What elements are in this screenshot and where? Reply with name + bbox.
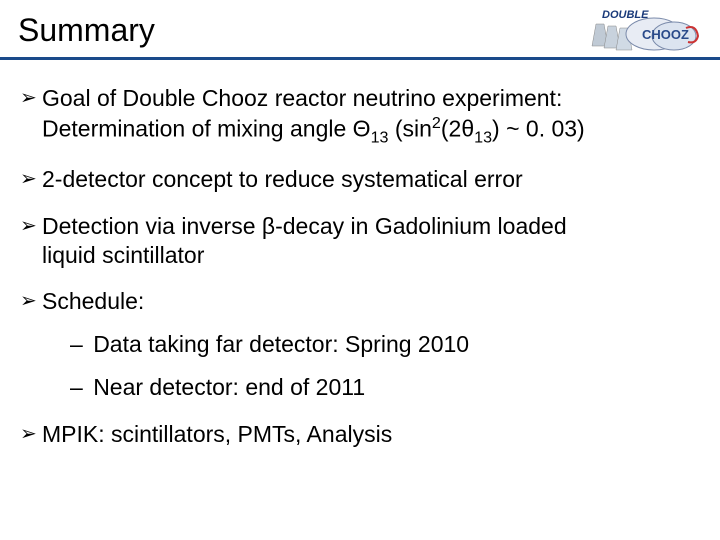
bullet-detection-line2: liquid scintillator — [42, 242, 204, 268]
bullet-goal-line2-pre: Determination of mixing angle Θ — [42, 115, 371, 141]
sub-far-detector: – Data taking far detector: Spring 2010 — [70, 330, 700, 359]
logo-text-chooz: CHOOZ — [642, 27, 689, 42]
sub-near-detector-text: Near detector: end of 2011 — [93, 374, 365, 400]
dash-icon: – — [70, 331, 83, 357]
bullet-schedule-text: Schedule: — [42, 288, 144, 314]
slide-header: Summary DOUBLE CHOOZ — [0, 0, 720, 57]
chooz-bubbles-icon: CHOOZ — [626, 18, 698, 50]
bullet-goal: ➢ Goal of Double Chooz reactor neutrino … — [20, 84, 700, 147]
bullet-schedule: ➢ Schedule: – Data taking far detector: … — [20, 287, 700, 401]
bullet-2detector: ➢ 2-detector concept to reduce systemati… — [20, 165, 700, 194]
bullet-arrow-icon: ➢ — [20, 422, 37, 447]
theta-sub-13: 13 — [371, 128, 389, 146]
bullet-goal-line1: Goal of Double Chooz reactor neutrino ex… — [42, 85, 562, 111]
dash-icon: – — [70, 374, 83, 400]
sin-sup-2: 2 — [432, 114, 441, 132]
sub-near-detector: – Near detector: end of 2011 — [70, 373, 700, 402]
bullet-arrow-icon: ➢ — [20, 86, 37, 111]
bullet-2detector-text: 2-detector concept to reduce systematica… — [42, 166, 523, 192]
bullet-mpik: ➢ MPIK: scintillators, PMTs, Analysis — [20, 420, 700, 449]
bullet-arrow-icon: ➢ — [20, 289, 37, 314]
bullet-goal-post: ) ~ 0. 03) — [492, 115, 585, 141]
slide-content: ➢ Goal of Double Chooz reactor neutrino … — [0, 60, 720, 448]
bullet-goal-mid: (sin — [388, 115, 431, 141]
bullet-arrow-icon: ➢ — [20, 167, 37, 192]
bullet-mpik-text: MPIK: scintillators, PMTs, Analysis — [42, 421, 392, 447]
double-chooz-logo: DOUBLE CHOOZ — [584, 6, 704, 54]
sub-far-detector-text: Data taking far detector: Spring 2010 — [93, 331, 469, 357]
bullet-detection-line1: Detection via inverse β-decay in Gadolin… — [42, 213, 567, 239]
bullet-goal-mid2: (2θ — [441, 115, 474, 141]
theta-sub-13b: 13 — [474, 128, 492, 146]
bullet-detection: ➢ Detection via inverse β-decay in Gadol… — [20, 212, 700, 270]
bullet-arrow-icon: ➢ — [20, 214, 37, 239]
